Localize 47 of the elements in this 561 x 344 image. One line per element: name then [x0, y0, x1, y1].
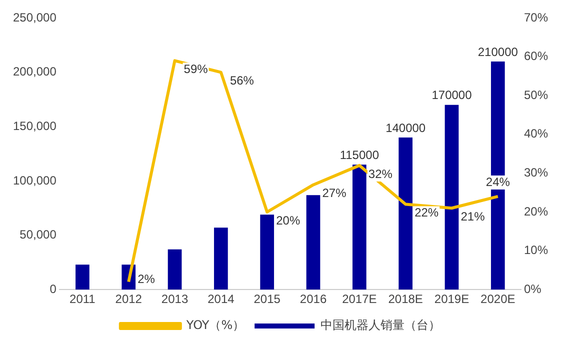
- bar: [306, 195, 320, 290]
- bar: [76, 264, 90, 290]
- data-label: 210000: [478, 44, 518, 59]
- bar: [260, 214, 274, 290]
- data-label: 22%: [414, 206, 439, 220]
- y2-tick-label: 40%: [524, 126, 548, 141]
- data-label: 140000: [386, 120, 426, 135]
- data-label: 32%: [368, 166, 393, 181]
- y-tick-label: 100,000: [12, 173, 57, 188]
- bar: [168, 249, 182, 290]
- y2-tick-label: 20%: [524, 204, 548, 218]
- x-tick-label: 2020E: [480, 292, 516, 306]
- x-tick-label: 2016: [300, 292, 327, 306]
- data-label: 24%: [486, 174, 510, 189]
- data-label: 56%: [230, 74, 254, 88]
- x-tick-label: 2017E: [342, 292, 377, 306]
- data-label: 59%: [184, 62, 208, 76]
- data-label: 115000: [340, 148, 380, 162]
- bar: [444, 104, 459, 290]
- y-tick-label: 50,000: [20, 228, 57, 242]
- y-tick-label: 250,000: [12, 10, 57, 24]
- x-tick-label: 2019E: [434, 292, 470, 306]
- x-tick-label: 2012: [115, 292, 142, 306]
- y-tick-label: 200,000: [12, 64, 57, 79]
- y-tick-label: 150,000: [12, 118, 57, 133]
- data-label: 2%: [138, 272, 156, 286]
- x-tick-label: 2013: [161, 292, 188, 306]
- y2-tick-label: 70%: [524, 10, 548, 24]
- data-label: 27%: [322, 186, 347, 200]
- y2-tick-label: 10%: [524, 243, 548, 258]
- text: 中国机器人销量（台）: [320, 318, 441, 332]
- x-tick-label: 2018E: [388, 292, 423, 306]
- data-label: 20%: [276, 213, 300, 228]
- y2-tick-label: 30%: [524, 166, 548, 180]
- y2-tick-label: 60%: [524, 49, 548, 64]
- x-tick-label: 2014: [208, 292, 235, 306]
- y2-tick-label: 0%: [524, 282, 542, 296]
- data-label: 21%: [460, 209, 486, 224]
- legend-label: YOY（%）: [185, 318, 245, 332]
- y2-tick-label: 50%: [524, 88, 548, 102]
- data-label: 170000: [432, 88, 472, 102]
- x-tick-label: 2015: [254, 292, 281, 306]
- bar: [214, 228, 228, 290]
- bar: [352, 164, 366, 290]
- bar: [398, 138, 413, 290]
- x-tick-label: 2011: [70, 292, 96, 306]
- y-tick-label: 0: [50, 282, 57, 296]
